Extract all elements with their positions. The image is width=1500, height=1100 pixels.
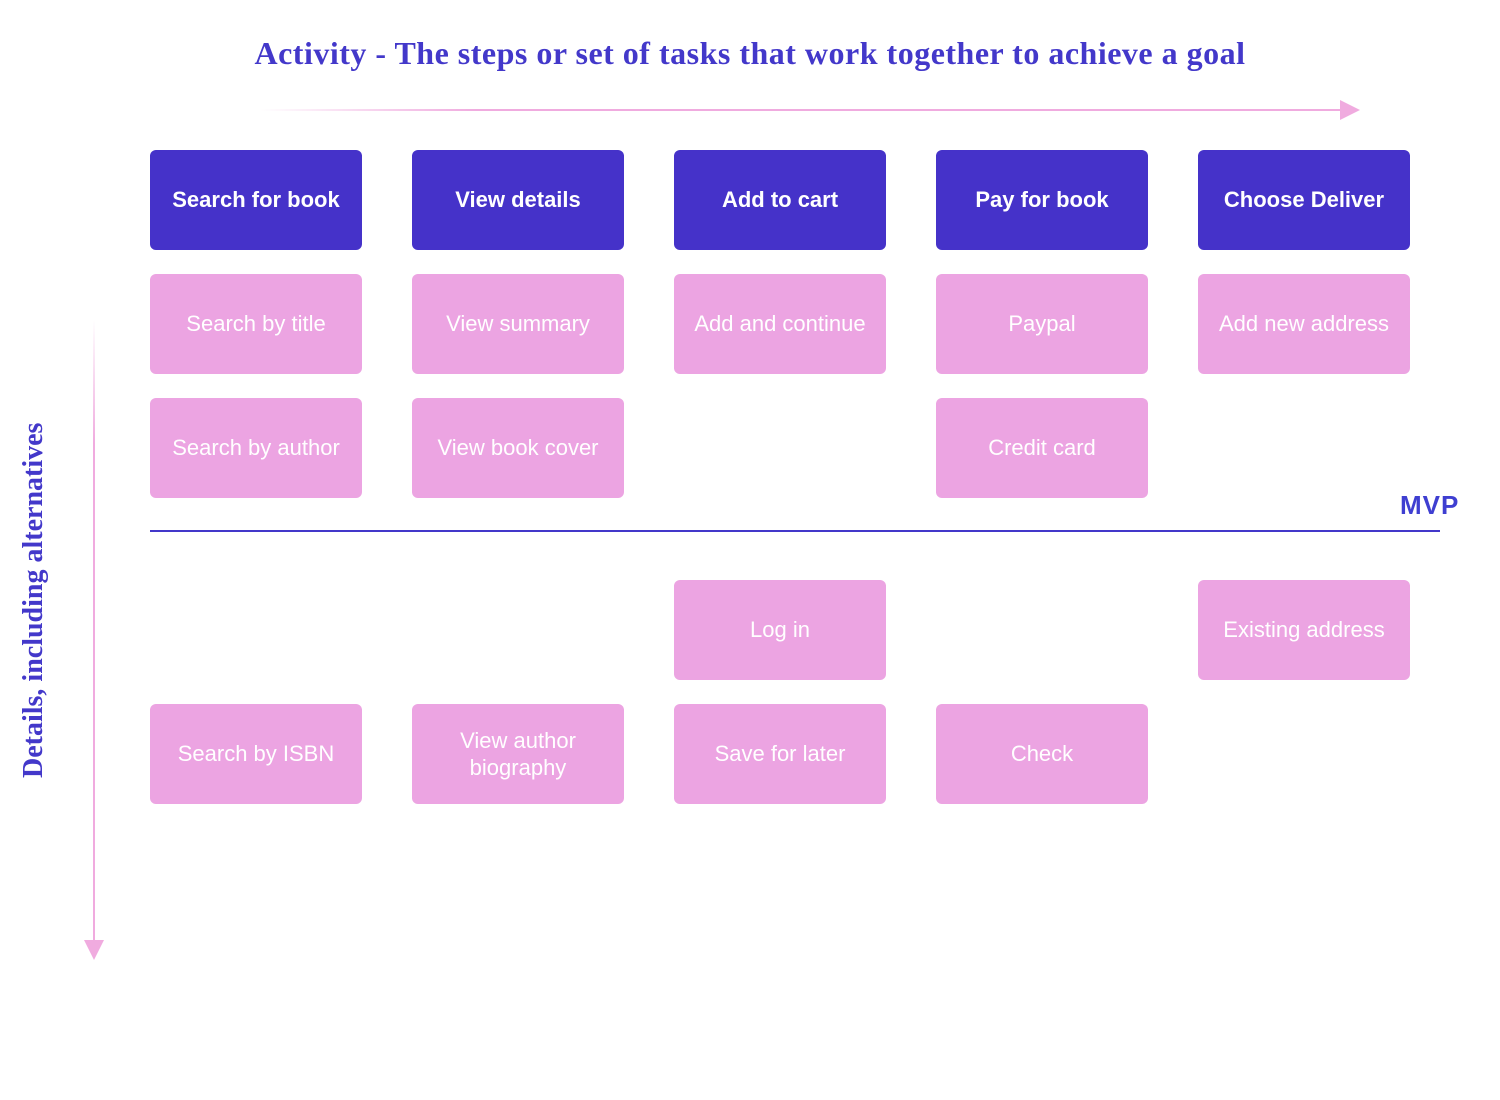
- task-card: Search by ISBN: [150, 704, 362, 804]
- activity-card: View details: [412, 150, 624, 250]
- task-card: Credit card: [936, 398, 1148, 498]
- activity-card: Add to cart: [674, 150, 886, 250]
- task-card: Search by author: [150, 398, 362, 498]
- arrow-line: [93, 320, 95, 940]
- activity-card: Search for book: [150, 150, 362, 250]
- diagram-title: Activity - The steps or set of tasks tha…: [0, 35, 1500, 72]
- task-card: Paypal: [936, 274, 1148, 374]
- activity-card: Pay for book: [936, 150, 1148, 250]
- task-card: View summary: [412, 274, 624, 374]
- task-card: Check: [936, 704, 1148, 804]
- task-card: View author biography: [412, 704, 624, 804]
- arrow-line: [260, 109, 1340, 111]
- arrow-right-icon: [1340, 100, 1360, 120]
- activity-card: Choose Deliver: [1198, 150, 1410, 250]
- mvp-divider-line: [150, 530, 1440, 532]
- vertical-flow-arrow: [84, 320, 104, 960]
- task-card: Add and continue: [674, 274, 886, 374]
- task-card: Save for later: [674, 704, 886, 804]
- mvp-label: MVP: [1400, 490, 1459, 521]
- arrow-down-icon: [84, 940, 104, 960]
- horizontal-flow-arrow: [260, 100, 1360, 120]
- task-card: Existing address: [1198, 580, 1410, 680]
- task-card: Add new address: [1198, 274, 1410, 374]
- vertical-axis-label: Details, including alternatives: [18, 0, 50, 1100]
- task-card: Log in: [674, 580, 886, 680]
- task-card: View book cover: [412, 398, 624, 498]
- task-card: Search by title: [150, 274, 362, 374]
- story-map-canvas: Activity - The steps or set of tasks tha…: [0, 0, 1500, 1100]
